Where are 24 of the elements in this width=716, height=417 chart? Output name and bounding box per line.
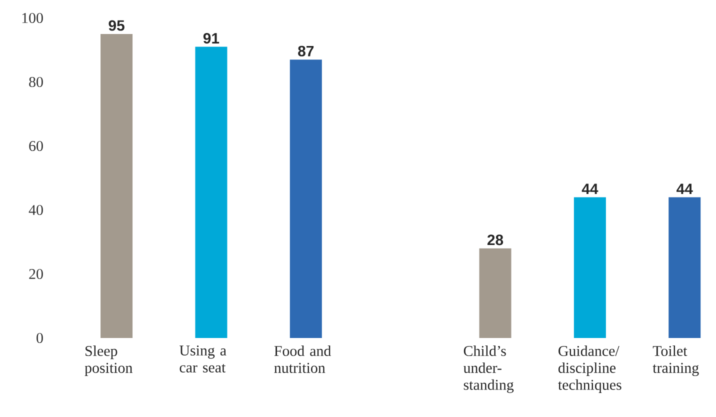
y-tick-label: 60 — [29, 140, 43, 152]
y-tick-label: 0 — [36, 332, 43, 344]
x-tick-label: Guidance/discipline techniques — [558, 346, 622, 393]
y-tick-label: 20 — [29, 268, 43, 280]
data-label: 91 — [203, 33, 220, 44]
x-tick-label: Sleep position — [84, 346, 132, 376]
bar — [100, 34, 133, 338]
bar — [574, 197, 606, 338]
data-label: 28 — [487, 234, 504, 246]
x-tick-label: Food and nutrition — [274, 346, 331, 373]
x-tick-label: Child’s under-standing — [463, 346, 514, 393]
data-label: 87 — [298, 46, 314, 56]
x-tick-label: Toilet training — [652, 346, 699, 376]
y-tick-label: 80 — [29, 76, 43, 88]
bar — [195, 46, 228, 338]
x-tick-label: Using a car seat — [180, 346, 226, 372]
bar — [668, 197, 701, 338]
data-label: 44 — [676, 184, 693, 194]
y-tick-label: 40 — [28, 204, 43, 216]
data-label: 95 — [108, 20, 124, 31]
y-tick-label: 100 — [22, 12, 43, 24]
bar — [479, 248, 512, 338]
data-label: 44 — [582, 184, 598, 194]
bar — [290, 60, 322, 338]
